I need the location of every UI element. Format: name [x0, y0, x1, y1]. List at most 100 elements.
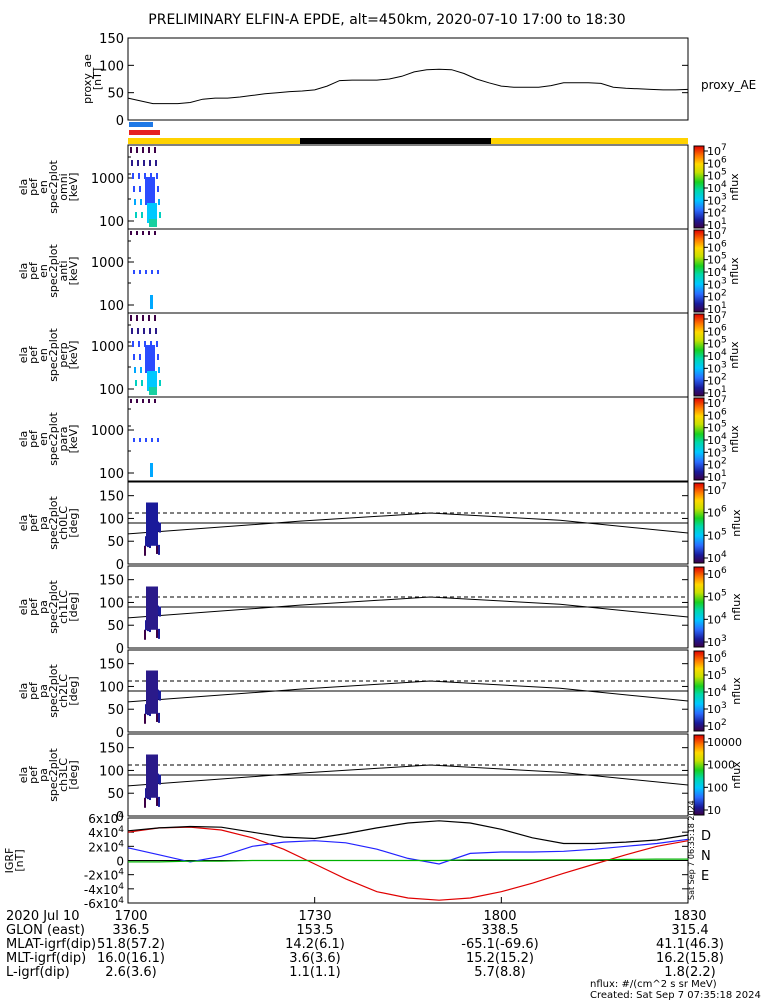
spectrogram-perp-flux-base [149, 387, 157, 395]
time-axis-row-value: 14.2(6.1) [285, 937, 345, 952]
igrf-ylabel-line: [nT] [13, 849, 26, 871]
pitch-angle-ch2LC-pixel [144, 713, 146, 724]
colorbar-tick-label: 1000 [707, 759, 735, 772]
pitch-angle-ch3LC-loss-cone [127, 764, 689, 787]
spectrogram-omni-pixel [138, 173, 140, 179]
spectrogram-perp-pixel [138, 341, 140, 347]
spectrogram-omni-pixel [144, 173, 146, 179]
igrf-tick-label: -6x104 [84, 896, 124, 911]
pitch-angle-ch2LC-ylabel-line: ch2LC [57, 674, 70, 708]
pitch-angle-ch0LC-ylabel-line: spec2plot [47, 496, 60, 550]
spectrogram-perp-pixel [157, 354, 159, 360]
colorbar-label: nflux [730, 761, 743, 789]
pitch-angle-ch3LC-ylabel-line: pef [27, 765, 40, 784]
pitch-angle-tick-label: 50 [107, 619, 124, 634]
spectrogram-omni-flux-base [149, 219, 157, 227]
spectrogram-perp-pixel [154, 315, 156, 321]
pitch-angle-ch1LC-flux [146, 586, 158, 630]
spectrogram-para-ylabel-line: [keV] [67, 425, 80, 454]
spectrogram-perp-pixel [142, 315, 144, 321]
igrf-tick-label: -4x104 [84, 882, 124, 897]
spectrogram-anti-colorbar [693, 229, 705, 313]
pitch-angle-ch3LC-pixel [144, 797, 146, 808]
colorbar-label: nflux [728, 173, 741, 201]
igrf-D-line [127, 826, 689, 901]
proxy-ae-line [127, 68, 689, 105]
pitch-angle-tick-label: 150 [99, 490, 124, 505]
pitch-angle-ch1LC-pixel [156, 627, 158, 638]
spectrogram-omni-pixel [143, 160, 145, 166]
igrf-E-line [128, 858, 688, 863]
spectrogram-omni-ylabel-line: spec2plot [47, 160, 60, 214]
colorbar-tick-label: 10 [707, 804, 721, 817]
spectrogram-omni-pixel [142, 147, 144, 153]
time-axis-row-value: 1800 [483, 909, 516, 924]
spectrogram-perp-pixel [156, 341, 158, 347]
spectrogram-omni-ylabel-line: ela [17, 179, 30, 196]
spectrogram-omni-colorbar [693, 145, 705, 229]
colorbar-tick-label: 104 [707, 180, 727, 195]
igrf-tick-label: 0 [116, 855, 124, 869]
igrf-ylabel-line: IGRF [3, 848, 16, 874]
igrf-legend-N: N [701, 849, 711, 864]
spectrogram-anti-ylabel-line: [keV] [67, 257, 80, 286]
spectrogram-perp-pixel [159, 380, 161, 386]
time-axis-row-value: 3.6(3.6) [289, 951, 341, 966]
proxy-ae-tick-label: 100 [99, 59, 124, 74]
time-axis-row-label: L-igrf(dip) [6, 965, 70, 980]
spectrogram-anti-pixel [142, 231, 144, 235]
pitch-angle-tick-label: 0 [116, 642, 124, 657]
spectrogram-omni-pixel [159, 212, 161, 218]
colorbar-tick-label: 106 [707, 650, 727, 665]
colorbar-tick-label: 106 [707, 566, 727, 581]
pitch-angle-ch3LC-ylabel-line: pa [37, 768, 50, 782]
spectrogram-anti-flux-low [150, 295, 153, 309]
science-zone-bar-red [129, 130, 160, 135]
spectrogram-anti-ylabel-line: ela [17, 263, 30, 280]
spectrogram-perp-pixel [139, 354, 141, 360]
pitch-angle-tick-label: 100 [99, 596, 124, 611]
colorbar-tick-label: 106 [707, 407, 727, 422]
colorbar-tick-label: 107 [707, 395, 727, 410]
pitch-angle-ch2LC-ylabel-line: pa [37, 684, 50, 698]
colorbar-tick-label: 102 [707, 718, 727, 733]
pitch-angle-ch1LC-ylabel-line: ch1LC [57, 590, 70, 624]
spectrogram-tick-label: 100 [99, 215, 124, 230]
spectrogram-perp-flux-low [147, 371, 157, 391]
spectrogram-para-ylabel-line: spec2plot [47, 412, 60, 466]
colorbar-tick-label: 107 [707, 143, 727, 158]
spectrogram-para-frame [127, 396, 689, 482]
time-axis-row-value: 338.5 [481, 923, 518, 938]
proxy-ae-tick-label: 50 [107, 87, 124, 102]
spectrogram-omni-pixel [131, 160, 133, 166]
spectrogram-omni-ylabel-line: en [37, 180, 50, 194]
pitch-angle-ch3LC-pixel [158, 796, 160, 807]
spectrogram-perp-pixel [143, 328, 145, 334]
pitch-angle-ch2LC-colorbar [693, 650, 705, 732]
spectrogram-perp-pixel [140, 367, 142, 373]
spectrogram-para-pixel [133, 438, 135, 442]
time-axis-row-value: 1.1(1.1) [289, 965, 341, 980]
time-axis-row-value: 51.8(57.2) [97, 937, 165, 952]
spectrogram-perp-pixel [155, 328, 157, 334]
pitch-angle-ch0LC-ylabel-line: pef [27, 513, 40, 532]
pitch-angle-ch3LC-ylabel-line: ch3LC [57, 758, 70, 792]
colorbar-tick-label: 100 [707, 781, 728, 794]
time-axis-row-label: 2020 Jul 10 [6, 909, 80, 924]
colorbar-tick-label: 103 [707, 634, 727, 649]
spectrogram-omni-pixel [157, 186, 159, 192]
pitch-angle-ch1LC-pixel [159, 606, 161, 617]
spectrogram-omni-pixel [154, 147, 156, 153]
colorbar-label: nflux [728, 341, 741, 369]
colorbar-tick-label: 102 [707, 205, 727, 220]
spectrogram-omni-pixel [156, 173, 158, 179]
spectrogram-anti-ylabel-line: spec2plot [47, 244, 60, 298]
pitch-angle-ch0LC-pixel [159, 522, 161, 533]
time-axis-row-value: 15.2(15.2) [466, 951, 534, 966]
spectrogram-perp-ylabel-line: spec2plot [47, 328, 60, 382]
spectrogram-para-ylabel-line: pef [27, 429, 40, 448]
spectrogram-omni-pixel [136, 147, 138, 153]
igrf-tick-label: 6x104 [88, 811, 124, 826]
